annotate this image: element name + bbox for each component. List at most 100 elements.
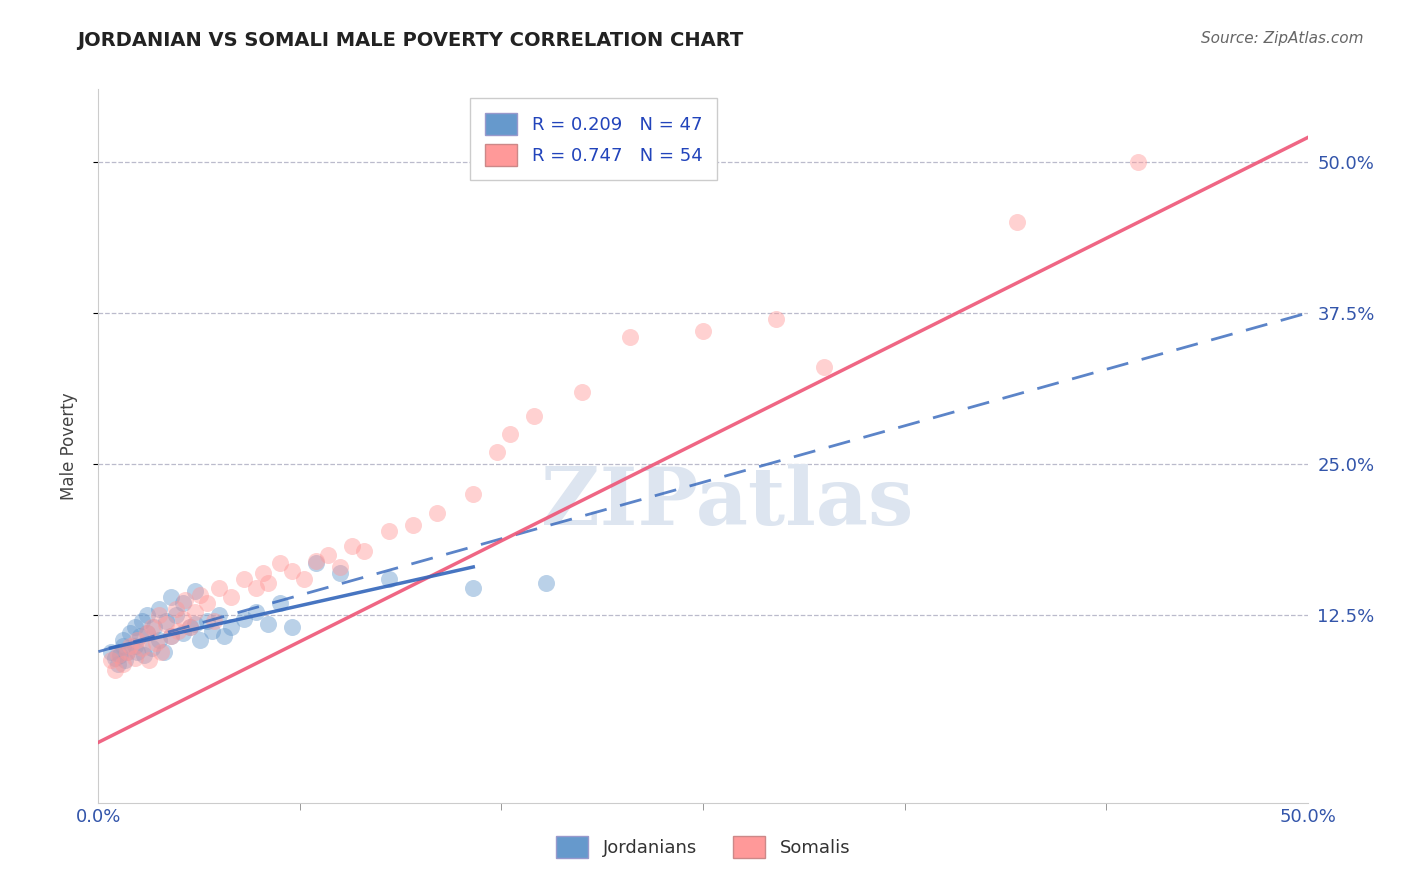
Point <box>201 624 224 638</box>
Point <box>329 566 352 580</box>
Point <box>329 560 352 574</box>
Point <box>245 581 267 595</box>
Point <box>188 588 211 602</box>
Point <box>124 650 146 665</box>
Point <box>152 645 174 659</box>
Point <box>124 620 146 634</box>
Point <box>107 648 129 663</box>
Point <box>160 629 183 643</box>
Point <box>232 612 254 626</box>
Point <box>281 620 304 634</box>
Point <box>111 657 134 671</box>
Point <box>619 330 641 344</box>
Point <box>179 620 201 634</box>
Point <box>179 620 201 634</box>
Text: JORDANIAN VS SOMALI MALE POVERTY CORRELATION CHART: JORDANIAN VS SOMALI MALE POVERTY CORRELA… <box>77 31 744 50</box>
Point <box>108 648 131 663</box>
Point <box>117 645 139 659</box>
Point <box>111 632 134 647</box>
Point <box>765 312 787 326</box>
Point <box>148 632 170 647</box>
Point <box>232 572 254 586</box>
Point <box>100 653 122 667</box>
Point <box>305 557 328 571</box>
Point <box>135 626 157 640</box>
Point <box>141 640 163 655</box>
Point <box>104 663 127 677</box>
Point <box>172 596 194 610</box>
Point <box>571 384 593 399</box>
Point <box>256 616 278 631</box>
Point <box>486 445 509 459</box>
Point <box>150 645 173 659</box>
Point <box>426 506 449 520</box>
Point <box>184 605 207 619</box>
Point <box>195 596 218 610</box>
Point <box>245 605 267 619</box>
Point <box>353 544 375 558</box>
Point <box>377 572 399 586</box>
Point <box>256 575 278 590</box>
Point <box>269 557 291 571</box>
Point <box>135 626 157 640</box>
Point <box>148 608 170 623</box>
Point <box>117 645 139 659</box>
Point <box>188 632 211 647</box>
Point <box>498 426 520 441</box>
Point <box>145 636 167 650</box>
Point <box>165 602 187 616</box>
Point <box>342 540 364 554</box>
Point <box>155 615 177 629</box>
Point <box>172 612 194 626</box>
Point <box>221 620 243 634</box>
Point <box>160 629 183 643</box>
Point <box>463 487 485 501</box>
Point <box>127 645 149 659</box>
Point <box>212 629 235 643</box>
Point <box>292 572 315 586</box>
Point <box>104 650 127 665</box>
Point <box>692 324 714 338</box>
Point <box>141 620 163 634</box>
Point <box>118 626 141 640</box>
Point <box>111 639 134 653</box>
Point <box>131 615 153 629</box>
Point <box>208 608 231 623</box>
Text: ZIPatlas: ZIPatlas <box>541 464 914 542</box>
Point <box>208 581 231 595</box>
Point <box>127 632 149 647</box>
Point <box>135 608 157 623</box>
Point <box>160 590 183 604</box>
Point <box>138 653 160 667</box>
Point <box>377 524 399 538</box>
Text: Source: ZipAtlas.com: Source: ZipAtlas.com <box>1201 31 1364 46</box>
Point <box>107 657 129 671</box>
Legend: Jordanians, Somalis: Jordanians, Somalis <box>548 829 858 865</box>
Point <box>281 564 304 578</box>
Point <box>172 626 194 640</box>
Point <box>124 639 146 653</box>
Point <box>269 596 291 610</box>
Point <box>1007 215 1029 229</box>
Point <box>128 629 150 643</box>
Point <box>305 554 328 568</box>
Point <box>174 592 197 607</box>
Point <box>195 615 218 629</box>
Point <box>813 360 835 375</box>
Point <box>118 639 141 653</box>
Point <box>100 645 122 659</box>
Point <box>155 616 177 631</box>
Point <box>143 620 166 634</box>
Point <box>463 581 485 595</box>
Point <box>221 590 243 604</box>
Point <box>1128 154 1150 169</box>
Point <box>131 640 153 655</box>
Point <box>184 616 207 631</box>
Point <box>402 517 425 532</box>
Point <box>204 615 226 629</box>
Point <box>167 624 190 638</box>
Point <box>165 608 187 623</box>
Point <box>523 409 546 423</box>
Y-axis label: Male Poverty: Male Poverty <box>59 392 77 500</box>
Point <box>252 566 274 580</box>
